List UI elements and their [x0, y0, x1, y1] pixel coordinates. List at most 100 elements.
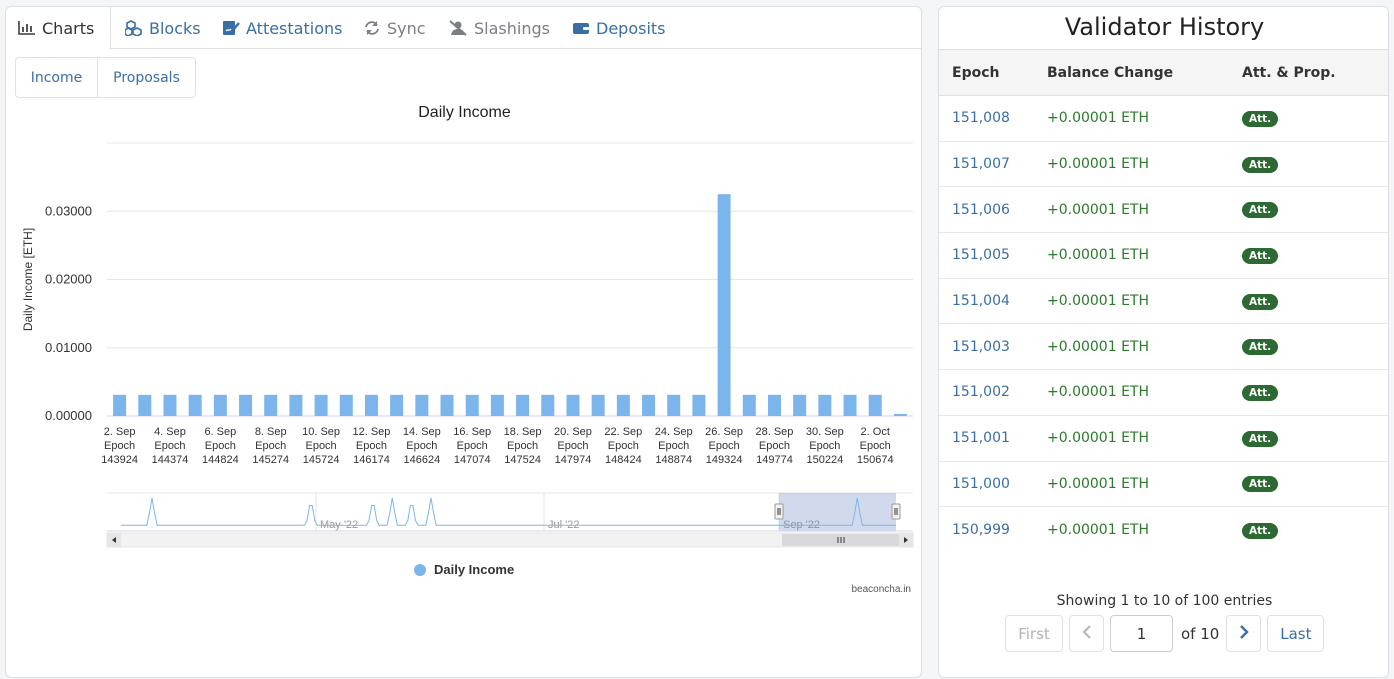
bar[interactable]	[339, 394, 353, 416]
validator-tab-bar: Charts Blocks Attestations Sync	[6, 7, 921, 50]
bar[interactable]	[440, 394, 454, 416]
navigator-left-handle[interactable]	[774, 503, 784, 520]
epoch-link[interactable]: 151,001	[952, 430, 1010, 447]
bar[interactable]	[541, 394, 555, 416]
last-page-button[interactable]: Last	[1267, 615, 1325, 652]
epoch-link[interactable]: 150,999	[952, 522, 1010, 539]
x-tick-label: 26. Sep	[705, 426, 743, 438]
tab-charts[interactable]: Charts	[6, 7, 111, 50]
x-tick-label: 6. Sep	[204, 426, 236, 438]
epoch-link[interactable]: 151,005	[952, 247, 1010, 264]
prev-page-button[interactable]	[1069, 615, 1104, 652]
next-page-button[interactable]	[1226, 615, 1262, 652]
bar[interactable]	[490, 394, 504, 416]
bar[interactable]	[818, 394, 832, 416]
bar[interactable]	[364, 394, 378, 416]
bar[interactable]	[793, 394, 807, 416]
bar[interactable]	[692, 394, 706, 416]
x-tick-label: 146174	[353, 454, 390, 466]
bar[interactable]	[667, 394, 681, 416]
x-tick-label: Epoch	[154, 440, 185, 452]
bar[interactable]	[264, 394, 278, 416]
x-tick-label: Epoch	[608, 440, 639, 452]
tab-label: Charts	[42, 18, 95, 38]
daily-income-chart: 0.00000 0.01000 0.02000 0.03000 Daily Income…	[21, 142, 914, 548]
bar[interactable]	[767, 394, 781, 416]
scroll-right-arrow-icon	[904, 537, 908, 543]
bar[interactable]	[742, 394, 756, 416]
bar[interactable]	[893, 413, 907, 416]
x-tick-label: 148874	[655, 454, 692, 466]
bar[interactable]	[213, 394, 227, 416]
balance-change: +0.00001 ETH	[1047, 110, 1149, 127]
x-tick-label: 147974	[555, 454, 592, 466]
bar[interactable]	[843, 394, 857, 416]
cubes-icon	[125, 20, 143, 36]
balance-change: +0.00001 ETH	[1047, 338, 1149, 355]
bar[interactable]	[415, 394, 429, 416]
bar[interactable]	[239, 394, 253, 416]
x-tick-label: 2. Sep	[104, 426, 136, 438]
table-info: Showing 1 to 10 of 100 entries	[1056, 593, 1273, 609]
bar[interactable]	[642, 394, 656, 416]
bar[interactable]	[390, 394, 404, 416]
x-tick-label: Epoch	[507, 440, 538, 452]
epoch-link[interactable]: 151,003	[952, 338, 1010, 355]
navigator-right-handle[interactable]	[891, 503, 901, 520]
bar[interactable]	[868, 394, 882, 416]
epoch-link[interactable]: 151,007	[952, 156, 1010, 173]
chevron-left-icon	[1082, 624, 1092, 643]
bar[interactable]	[566, 394, 580, 416]
x-tick-label: Epoch	[759, 440, 790, 452]
subtab-proposals[interactable]: Proposals	[97, 58, 195, 97]
bar[interactable]	[717, 194, 731, 416]
tab-blocks[interactable]: Blocks	[125, 7, 201, 49]
page-of-label: of 10	[1181, 625, 1219, 643]
epoch-link[interactable]: 151,006	[952, 201, 1010, 218]
tab-sync[interactable]: Sync	[363, 7, 426, 49]
bar[interactable]	[591, 394, 605, 416]
legend-item-daily-income[interactable]: Daily Income	[414, 562, 514, 577]
epoch-link[interactable]: 151,008	[952, 110, 1010, 127]
x-tick-label: 149324	[706, 454, 743, 466]
x-tick-label: Epoch	[406, 440, 437, 452]
navigator-selected-range[interactable]	[779, 493, 896, 531]
bar[interactable]	[516, 394, 530, 416]
column-header-att-prop[interactable]: Att. & Prop.	[1242, 64, 1336, 81]
x-tick-label: 24. Sep	[655, 426, 693, 438]
bar[interactable]	[314, 394, 328, 416]
balance-change: +0.00001 ETH	[1047, 156, 1149, 173]
tab-deposits[interactable]: Deposits	[572, 7, 666, 49]
tab-label: Slashings	[474, 18, 550, 38]
bar[interactable]	[138, 394, 152, 416]
bar[interactable]	[113, 394, 127, 416]
bar[interactable]	[465, 394, 479, 416]
page-number-input[interactable]	[1110, 615, 1173, 652]
validator-history-panel: Validator History Epoch Balance Change A…	[938, 6, 1389, 678]
tab-slashings[interactable]: Slashings	[448, 7, 550, 49]
balance-change: +0.00001 ETH	[1047, 430, 1149, 447]
epoch-link[interactable]: 151,004	[952, 293, 1010, 310]
column-header-balance-change[interactable]: Balance Change	[1047, 64, 1174, 81]
y-tick-label: 0.03000	[45, 203, 92, 218]
x-tick-label: 18. Sep	[504, 426, 542, 438]
epoch-link[interactable]: 151,002	[952, 384, 1010, 401]
y-tick-label: 0.01000	[45, 340, 92, 355]
epoch-link[interactable]: 151,000	[952, 475, 1010, 492]
tab-attestations[interactable]: Attestations	[222, 7, 342, 49]
bar[interactable]	[188, 394, 202, 416]
first-page-button[interactable]: First	[1005, 615, 1063, 652]
balance-change: +0.00001 ETH	[1047, 475, 1149, 492]
x-tick-label: 149774	[756, 454, 793, 466]
x-tick-label: 146624	[403, 454, 440, 466]
bar[interactable]	[289, 394, 303, 416]
x-tick-label: 145274	[252, 454, 289, 466]
table-row: 151,008 +0.00001 ETH Att.	[939, 96, 1388, 142]
table-body: 151,008 +0.00001 ETH Att. 151,007 +0.00001 E…	[939, 96, 1388, 553]
attestation-badge: Att.	[1242, 339, 1279, 356]
bar[interactable]	[163, 394, 177, 416]
subtab-income[interactable]: Income	[30, 69, 83, 86]
x-tick-label: 28. Sep	[756, 426, 794, 438]
bar[interactable]	[616, 394, 630, 416]
column-header-epoch[interactable]: Epoch	[952, 64, 1000, 81]
